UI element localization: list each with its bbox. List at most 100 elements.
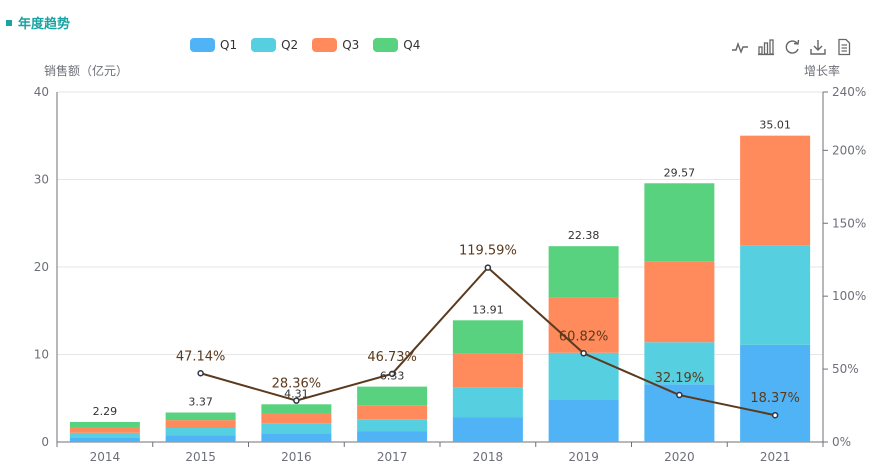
- chart-legend: Q1 Q2 Q3 Q4: [190, 38, 420, 52]
- bar-q2-2017: [357, 419, 428, 432]
- growth-label: 47.14%: [176, 349, 226, 364]
- legend-item-q2[interactable]: Q2: [251, 38, 298, 52]
- refresh-icon[interactable]: [783, 38, 801, 56]
- bar-q1-2014: [69, 437, 140, 442]
- legend-label-q2: Q2: [281, 38, 299, 52]
- bar-q2-2018: [452, 387, 523, 418]
- bar-q3-2020: [644, 261, 715, 343]
- bar-q3-2018: [452, 353, 523, 388]
- download-icon[interactable]: [809, 38, 827, 56]
- legend-item-q4[interactable]: Q4: [373, 38, 420, 52]
- y-axis-right-label: 增长率: [804, 63, 840, 78]
- bar-total-label: 4.31: [284, 387, 309, 400]
- y-tick-left: 20: [34, 260, 49, 274]
- bar-q3-2016: [261, 413, 332, 424]
- data-view-icon[interactable]: [835, 38, 853, 56]
- bar-q4-2018: [452, 320, 523, 354]
- y-tick-right: 150%: [832, 216, 866, 230]
- bar-q3-2021: [740, 135, 811, 246]
- bar-q2-2015: [165, 428, 236, 436]
- bar-q3-2015: [165, 420, 236, 428]
- y-tick-right: 0%: [832, 435, 851, 449]
- data-labels: 2.29 3.37 4.31 6.33 13.91 22.38 29.57 35.01 47.1…: [93, 119, 800, 418]
- legend-item-q3[interactable]: Q3: [312, 38, 359, 52]
- panel-title-text: 年度趋势: [18, 17, 71, 32]
- y-tick-left: 30: [34, 173, 49, 187]
- bar-q4-2017: [357, 386, 428, 406]
- growth-point: [197, 370, 204, 377]
- growth-point: [388, 370, 396, 378]
- legend-swatch-q2: [251, 38, 277, 52]
- y-tick-right: 100%: [832, 289, 866, 303]
- y-tick-left: 40: [34, 85, 49, 99]
- bar-total-label: 22.38: [568, 229, 600, 242]
- bar-total-label: 6.33: [380, 370, 405, 383]
- bar-q1-2018: [452, 417, 523, 442]
- growth-label: 32.19%: [655, 371, 705, 386]
- y-tick-right: 240%: [832, 85, 866, 99]
- growth-point: [580, 350, 587, 357]
- bar-total-label: 2.29: [93, 405, 118, 418]
- bar-total-label: 35.01: [759, 119, 791, 132]
- bar-q3-2019: [548, 297, 619, 353]
- growth-point: [771, 411, 779, 419]
- growth-label: 18.37%: [750, 391, 800, 406]
- bar-total-label: 13.91: [472, 303, 504, 316]
- x-tick-label: 2016: [281, 450, 312, 464]
- x-tick-label: 2018: [473, 450, 504, 464]
- legend-item-q1[interactable]: Q1: [190, 38, 237, 52]
- bar-q3-2014: [69, 427, 140, 433]
- y-tick-right: 200%: [832, 143, 866, 157]
- x-tick-label: 2020: [664, 450, 695, 464]
- legend-label-q4: Q4: [403, 38, 421, 52]
- bar-q3-2017: [357, 405, 428, 420]
- bar-q1-2015: [165, 435, 236, 442]
- growth-point: [676, 391, 683, 399]
- legend-swatch-q1: [190, 38, 215, 52]
- y-tick-left: 0: [41, 435, 49, 449]
- bar-q1-2017: [357, 431, 428, 442]
- bar-q2-2016: [261, 423, 332, 434]
- x-tick-label: 2017: [377, 450, 408, 464]
- y-axis-left-label: 销售额（亿元）: [44, 63, 128, 78]
- x-tick-label: 2014: [90, 450, 121, 464]
- bar-chart-icon[interactable]: [757, 38, 775, 56]
- legend-swatch-q3: [312, 38, 338, 52]
- bar-total-label: 29.57: [664, 166, 696, 179]
- bar-q4-2016: [261, 404, 332, 414]
- bar-q2-2014: [69, 432, 140, 438]
- y-tick-right: 50%: [832, 362, 859, 376]
- legend-label-q1: Q1: [220, 38, 238, 52]
- growth-label: 28.36%: [272, 377, 322, 392]
- chart-toolbox: [731, 38, 853, 56]
- growth-point: [293, 397, 300, 404]
- bar-q4-2020: [644, 183, 715, 262]
- growth-label: 119.59%: [459, 244, 517, 259]
- x-tick-label: 2015: [185, 450, 216, 464]
- bar-q1-2019: [548, 400, 619, 442]
- bar-q4-2014: [69, 421, 140, 428]
- growth-point: [484, 264, 492, 271]
- growth-line-series: [197, 264, 779, 419]
- bar-q4-2015: [165, 412, 236, 421]
- x-tick-label: 2021: [760, 450, 791, 464]
- title-marker: [6, 19, 12, 26]
- y-tick-left: 10: [34, 348, 49, 362]
- bar-q2-2020: [644, 342, 715, 385]
- bar-q2-2019: [548, 352, 619, 400]
- bar-q1-2021: [740, 344, 811, 442]
- growth-label: 60.82%: [559, 329, 609, 344]
- line-chart-icon[interactable]: [731, 38, 749, 56]
- bar-q4-2019: [548, 246, 619, 298]
- panel-title: 年度趋势: [6, 13, 70, 32]
- bar-series: [69, 135, 811, 442]
- x-tick-label: 2019: [568, 450, 599, 464]
- growth-label: 46.73%: [367, 350, 417, 365]
- bar-total-label: 3.37: [188, 396, 213, 409]
- bar-q1-2016: [261, 433, 332, 442]
- legend-label-q3: Q3: [342, 38, 360, 52]
- bar-q2-2021: [740, 245, 811, 345]
- legend-swatch-q4: [373, 38, 399, 52]
